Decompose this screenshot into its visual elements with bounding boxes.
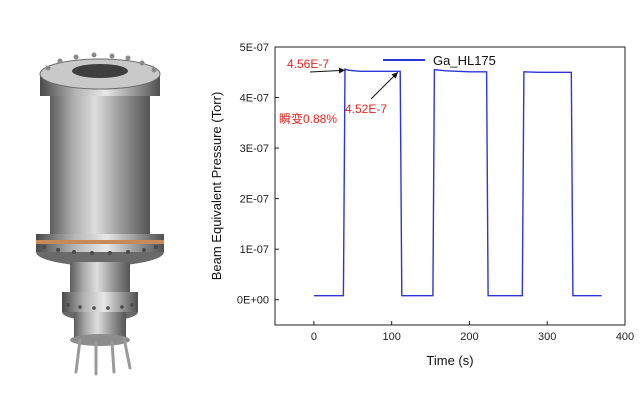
plot-frame [274, 46, 626, 326]
x-tick-label: 400 [616, 331, 634, 343]
y-tick-label: 2E-07 [240, 194, 269, 206]
y-axis-title: Beam Equivalent Pressure (Torr) [209, 92, 224, 281]
annotation-steady: 4.52E-7 [345, 71, 399, 116]
y-tick-label: 3E-07 [240, 143, 269, 155]
y-tick-label: 1E-07 [240, 244, 269, 256]
y-tick-label: 4E-07 [240, 93, 269, 105]
x-tick-label: 200 [460, 331, 478, 343]
x-axis-title: Time (s) [426, 353, 473, 368]
effusion-cell-photo [36, 52, 164, 376]
x-tick-label: 100 [382, 331, 400, 343]
legend-label: Ga_HL175 [433, 53, 496, 68]
annotation-transient-label: 瞬变0.88% [279, 111, 337, 126]
annotation-peak: 4.56E-7 [287, 57, 346, 74]
y-tick-label: 0E+00 [237, 295, 269, 307]
annotation-steady-arrow [370, 71, 399, 100]
x-tick-label: 0 [311, 331, 317, 343]
arrow-head-icon [391, 72, 398, 79]
annotation-peak-label: 4.56E-7 [287, 57, 329, 71]
y-tick-label: 5E-07 [240, 42, 269, 54]
legend: Ga_HL175 [383, 53, 496, 68]
series-line-ga-hl175 [313, 68, 602, 297]
pressure-chart: 0E+00 1E-07 2E-07 3E-07 4E-07 5E-07 0 100 200 30… [209, 42, 634, 368]
annotation-steady-label: 4.52E-7 [345, 102, 387, 116]
x-tick-label: 300 [538, 331, 556, 343]
arrow-head-icon [338, 67, 345, 74]
